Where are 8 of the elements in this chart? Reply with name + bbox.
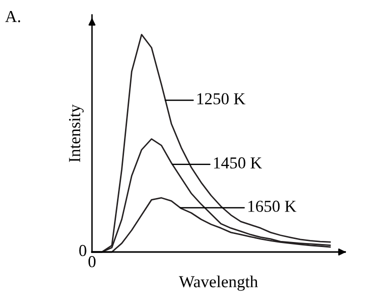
text: 0 bbox=[79, 244, 86, 256]
annotation: 1650 K bbox=[248, 200, 296, 212]
text: A. bbox=[5, 11, 20, 22]
text: 0 bbox=[88, 256, 96, 268]
y-axis-title: Intensity bbox=[69, 104, 84, 162]
x-axis-title: Wavelength bbox=[178, 276, 258, 291]
annotation: 1450 K bbox=[214, 157, 262, 169]
annotation: 1250 K bbox=[197, 93, 246, 104]
